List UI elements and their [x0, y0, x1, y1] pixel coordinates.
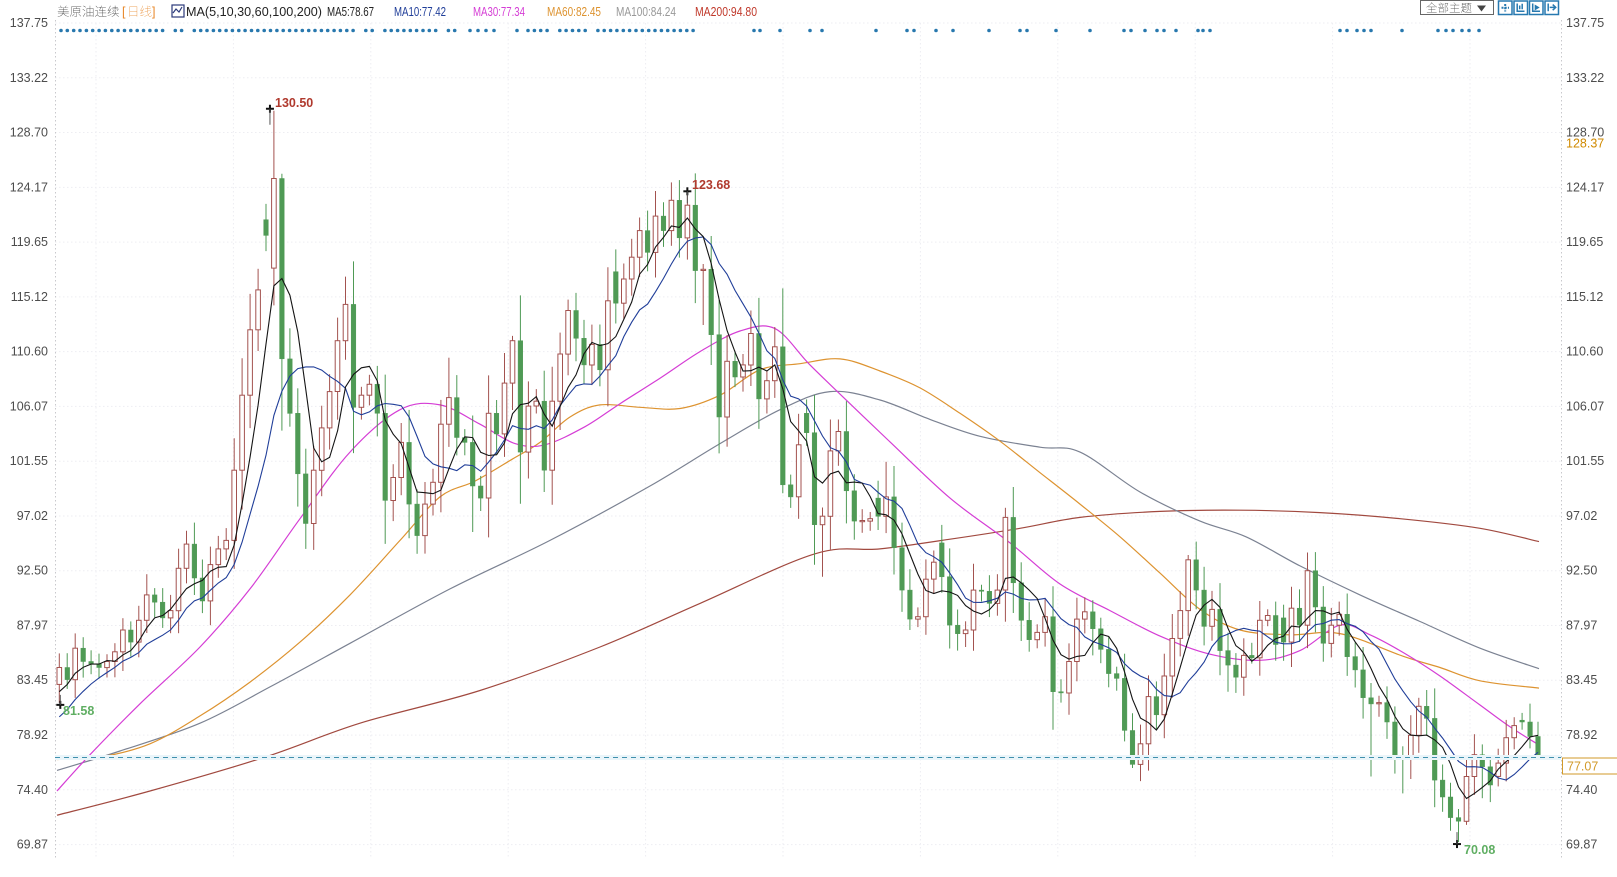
svg-text:133.22: 133.22	[1566, 71, 1604, 85]
svg-text:110.60: 110.60	[1566, 345, 1603, 359]
svg-text:83.45: 83.45	[17, 673, 48, 687]
svg-text:110.60: 110.60	[11, 345, 48, 359]
svg-text:97.02: 97.02	[1566, 509, 1597, 523]
svg-text:69.87: 69.87	[1566, 838, 1597, 852]
svg-text:87.97: 87.97	[17, 619, 48, 633]
svg-text:137.75: 137.75	[10, 16, 48, 30]
svg-text:128.37: 128.37	[1566, 137, 1604, 151]
svg-text:119.65: 119.65	[1566, 235, 1603, 249]
svg-text:70.08: 70.08	[1464, 843, 1495, 857]
svg-text:87.97: 87.97	[1566, 619, 1597, 633]
svg-text:119.65: 119.65	[11, 235, 48, 249]
svg-text:MA(5,10,30,60,100,200): MA(5,10,30,60,100,200)	[186, 4, 322, 19]
svg-text:130.50: 130.50	[275, 96, 313, 110]
svg-text:115.12: 115.12	[1566, 290, 1603, 304]
svg-text:81.58: 81.58	[63, 704, 94, 718]
svg-text:MA60:82.45: MA60:82.45	[547, 4, 601, 19]
svg-text:106.07: 106.07	[1566, 399, 1604, 413]
svg-text:133.22: 133.22	[10, 71, 48, 85]
svg-text:123.68: 123.68	[692, 178, 730, 192]
svg-text:74.40: 74.40	[17, 783, 48, 797]
svg-text:97.02: 97.02	[17, 509, 48, 523]
svg-text:78.92: 78.92	[1566, 728, 1597, 742]
svg-text:115.12: 115.12	[11, 290, 48, 304]
svg-text:MA10:77.42: MA10:77.42	[394, 4, 446, 19]
svg-text:74.40: 74.40	[1566, 783, 1597, 797]
svg-text:78.92: 78.92	[17, 728, 48, 742]
svg-text:101.55: 101.55	[10, 454, 48, 468]
svg-text:124.17: 124.17	[1566, 180, 1604, 194]
svg-text:MA200:94.80: MA200:94.80	[695, 4, 757, 19]
svg-text:]: ]	[152, 5, 155, 19]
svg-text:77.07: 77.07	[1567, 760, 1598, 774]
svg-text:106.07: 106.07	[10, 399, 48, 413]
svg-text:92.50: 92.50	[17, 564, 48, 578]
svg-text:128.70: 128.70	[10, 126, 48, 140]
svg-text:69.87: 69.87	[17, 838, 48, 852]
svg-text:83.45: 83.45	[1566, 673, 1597, 687]
svg-text:[: [	[122, 5, 126, 19]
svg-text:MA30:77.34: MA30:77.34	[473, 4, 525, 19]
svg-text:101.55: 101.55	[1566, 454, 1604, 468]
svg-text:92.50: 92.50	[1566, 564, 1597, 578]
svg-text:MA100:84.24: MA100:84.24	[616, 4, 676, 19]
svg-text:124.17: 124.17	[10, 180, 48, 194]
svg-text:137.75: 137.75	[1566, 16, 1604, 30]
svg-text:MA5:78.67: MA5:78.67	[327, 4, 374, 19]
